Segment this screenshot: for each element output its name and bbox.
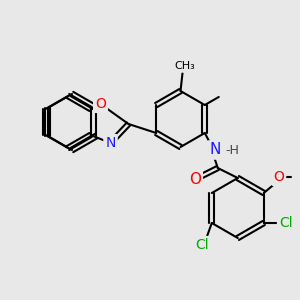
Text: O: O <box>273 170 284 184</box>
Text: Cl: Cl <box>195 238 208 252</box>
Text: N: N <box>105 136 116 150</box>
Text: O: O <box>189 172 201 187</box>
Text: -H: -H <box>226 145 240 158</box>
Text: Cl: Cl <box>279 216 292 230</box>
Text: O: O <box>95 97 106 111</box>
Text: CH₃: CH₃ <box>174 61 195 71</box>
Text: N: N <box>209 142 220 158</box>
